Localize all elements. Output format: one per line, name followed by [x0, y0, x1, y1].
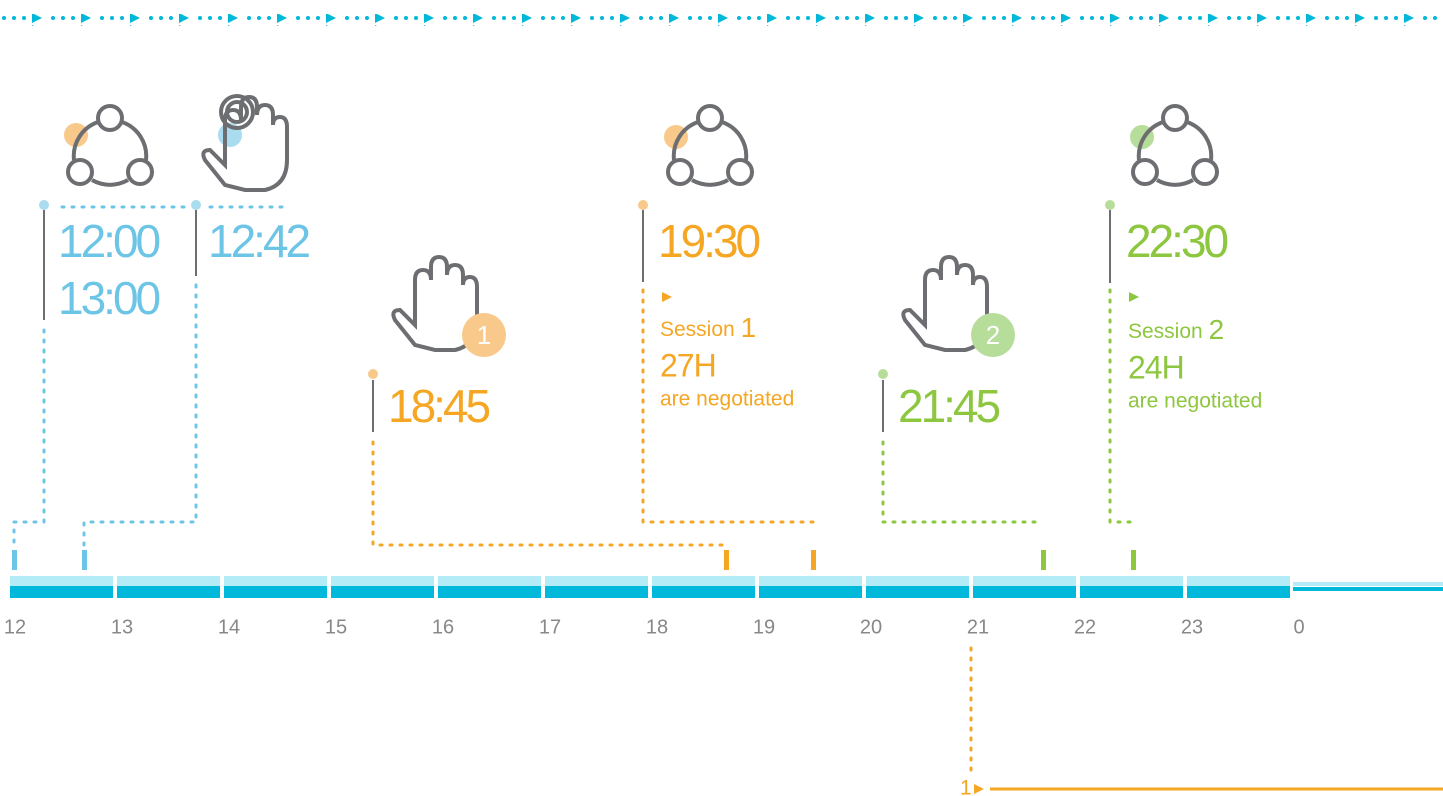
- axis-tail: [1293, 582, 1443, 586]
- hour-label: 18: [646, 616, 668, 638]
- top-border: [0, 14, 1443, 26]
- dot: [64, 123, 88, 147]
- hour-label: 19: [753, 616, 775, 638]
- axis-segment: [1080, 586, 1183, 598]
- arrow: [662, 292, 672, 302]
- axis-segment: [973, 576, 1076, 586]
- footer-marker: 1: [960, 777, 972, 796]
- axis-segment: [438, 576, 541, 586]
- axis-segment: [331, 576, 434, 586]
- hour-label: 13: [111, 616, 133, 638]
- axis-segment: [652, 576, 755, 586]
- hour-label: 17: [539, 616, 561, 638]
- axis-segment: [117, 576, 220, 586]
- time: 12:00: [58, 215, 160, 267]
- axis-segment: [545, 576, 648, 586]
- time: 22:30: [1126, 215, 1228, 267]
- time: 13:00: [58, 272, 160, 324]
- axis-segment: [652, 586, 755, 598]
- time: 19:30: [658, 215, 760, 267]
- badge: [971, 313, 1015, 357]
- session: Session 1: [660, 312, 756, 343]
- hour-label: 21: [967, 616, 989, 638]
- time: 12:42: [208, 215, 310, 267]
- hour-label: 20: [860, 616, 882, 638]
- time: 18:45: [388, 380, 490, 432]
- connectors: [12, 205, 1135, 777]
- arrow: [974, 784, 984, 794]
- axis-segment: [438, 586, 541, 598]
- badge-label: 2: [986, 320, 1000, 350]
- axis-segment: [10, 576, 113, 586]
- axis-segment: [117, 586, 220, 598]
- session-note: are negotiated: [660, 388, 794, 411]
- badge-label: 1: [477, 320, 491, 350]
- session-hours: 24H: [1128, 349, 1184, 385]
- time: 21:45: [898, 380, 1000, 432]
- hour-label: 14: [218, 616, 240, 638]
- session: Session 2: [1128, 314, 1224, 345]
- session-note: are negotiated: [1128, 390, 1262, 413]
- axis-tail: [1293, 587, 1443, 591]
- axis-segment: [10, 586, 113, 598]
- axis-segment: [1080, 576, 1183, 586]
- axis-segment: [331, 586, 434, 598]
- tap-icon: [201, 94, 289, 192]
- badge: [462, 313, 506, 357]
- axis-segment: [866, 576, 969, 586]
- hour-label: 22: [1074, 616, 1096, 638]
- axis-segment: [224, 576, 327, 586]
- hour-label: 16: [432, 616, 454, 638]
- arrow: [1129, 292, 1139, 302]
- hour-label: 12: [4, 616, 26, 638]
- stems: [39, 200, 1115, 432]
- hour-label: 0: [1293, 616, 1304, 638]
- axis-segment: [1187, 576, 1290, 586]
- hour-label: 23: [1181, 616, 1203, 638]
- axis-segment: [759, 576, 862, 586]
- axis-segment: [545, 586, 648, 598]
- ticks: [12, 550, 1136, 570]
- axis-segment: [224, 586, 327, 598]
- axis-segment: [1187, 586, 1290, 598]
- axis-segment: [866, 586, 969, 598]
- axis: 12 13 14 15 16 17 18 19 20 21 22 23 0: [4, 576, 1305, 638]
- axis-segment: [759, 586, 862, 598]
- session-hours: 27H: [660, 347, 716, 383]
- hour-label: 15: [325, 616, 347, 638]
- axis-segment: [973, 586, 1076, 598]
